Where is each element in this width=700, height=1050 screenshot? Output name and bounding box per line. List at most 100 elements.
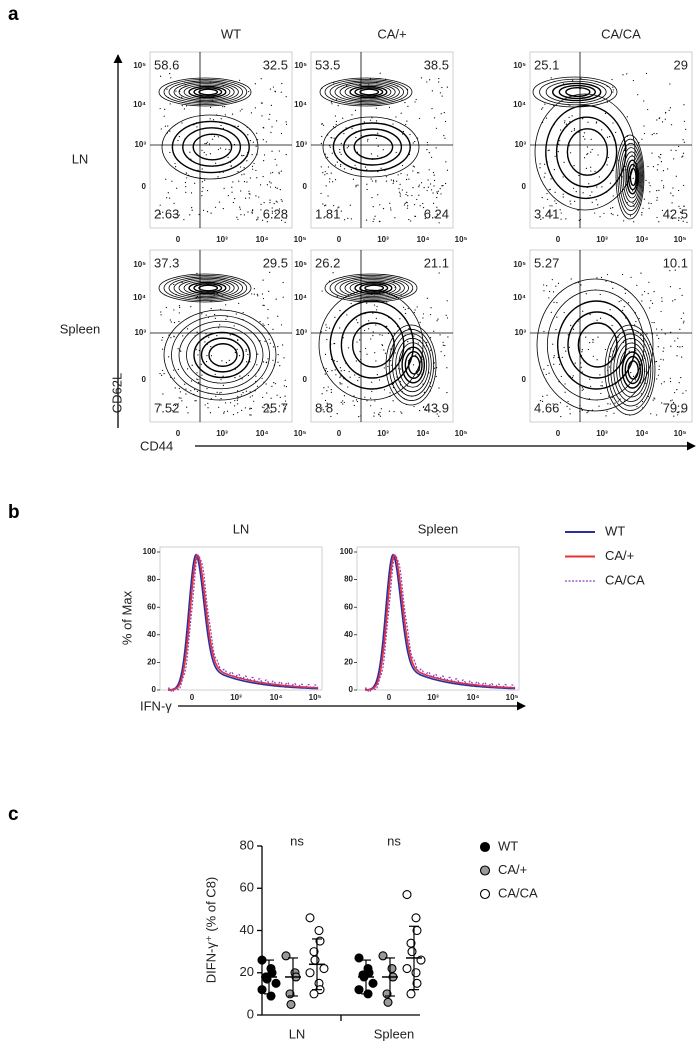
x-tick-label: 10⁵: [309, 693, 322, 702]
event-dot: [267, 317, 269, 319]
event-dot: [589, 342, 591, 344]
event-dot: [346, 85, 348, 87]
event-dot: [559, 140, 561, 142]
event-dot: [565, 350, 567, 352]
event-dot: [649, 185, 651, 187]
event-dot: [553, 357, 555, 359]
event-dot: [656, 119, 658, 121]
event-dot: [370, 153, 373, 155]
event-dot: [429, 183, 432, 185]
event-dot: [167, 125, 169, 127]
contour-group: [158, 73, 288, 223]
event-dot: [565, 123, 567, 125]
y-tick-label: 0: [152, 685, 157, 694]
event-dot: [356, 400, 358, 403]
event-dot: [571, 115, 573, 117]
event-dot: [261, 293, 264, 295]
event-dot: [217, 136, 219, 138]
event-dot: [177, 139, 179, 142]
quadrant-value: 42.5: [663, 206, 688, 221]
event-dot: [443, 112, 445, 114]
event-dot: [364, 396, 366, 398]
event-dot: [396, 180, 398, 182]
contour-line: [364, 284, 385, 292]
event-dot: [341, 383, 343, 385]
data-point: [368, 978, 378, 988]
event-dot: [248, 192, 250, 195]
event-dot: [382, 149, 384, 151]
event-dot: [668, 109, 670, 111]
contour-line: [192, 133, 233, 161]
event-dot: [585, 167, 588, 170]
event-dot: [661, 297, 663, 299]
event-dot: [581, 371, 583, 373]
event-dot: [266, 405, 269, 407]
event-dot: [643, 132, 646, 135]
event-dot: [676, 355, 678, 357]
event-dot: [406, 207, 409, 209]
event-dot: [426, 189, 428, 192]
event-dot: [544, 172, 546, 174]
event-dot: [654, 398, 656, 400]
event-dot: [681, 345, 683, 348]
column-header: CA/+: [377, 26, 406, 41]
event-dot: [375, 324, 377, 326]
event-dot: [564, 383, 566, 385]
event-dot: [643, 290, 646, 293]
event-dot: [160, 374, 163, 377]
event-dot: [234, 400, 236, 402]
event-dot: [439, 92, 442, 94]
event-dot: [580, 407, 583, 409]
event-dot: [201, 313, 203, 315]
event-dot: [205, 333, 207, 335]
event-dot: [247, 353, 249, 356]
contour-line: [349, 280, 397, 296]
event-dot: [592, 355, 594, 357]
event-dot: [405, 178, 408, 181]
event-dot: [284, 408, 287, 410]
quadrant-value: 6.24: [424, 206, 449, 221]
event-dot: [559, 402, 562, 404]
event-dot: [368, 320, 370, 322]
event-dot: [546, 192, 548, 195]
event-dot: [169, 103, 171, 105]
event-dot: [165, 306, 167, 309]
event-dot: [238, 180, 240, 182]
event-dot: [355, 186, 357, 188]
event-dot: [395, 151, 397, 154]
event-dot: [390, 179, 392, 181]
event-dot: [664, 333, 666, 335]
event-dot: [543, 284, 545, 286]
histogram-curve: [167, 554, 319, 693]
event-dot: [596, 186, 598, 188]
event-dot: [208, 143, 211, 145]
contour-group: [318, 272, 449, 418]
event-dot: [374, 215, 376, 217]
event-dot: [683, 205, 685, 207]
event-dot: [247, 134, 249, 136]
event-dot: [626, 73, 628, 75]
event-dot: [238, 302, 240, 304]
event-dot: [569, 413, 571, 415]
event-dot: [663, 347, 665, 349]
event-dot: [632, 202, 634, 204]
event-dot: [413, 166, 415, 168]
event-dot: [553, 363, 555, 365]
event-dot: [586, 412, 588, 414]
event-dot: [607, 156, 610, 159]
event-dot: [412, 170, 414, 172]
event-dot: [405, 193, 407, 196]
event-dot: [541, 197, 543, 199]
event-dot: [228, 359, 230, 361]
event-dot: [550, 77, 552, 79]
event-dot: [268, 118, 270, 120]
data-point: [309, 989, 319, 999]
event-dot: [444, 120, 447, 123]
event-dot: [264, 340, 266, 343]
event-dot: [281, 200, 283, 202]
event-dot: [603, 212, 605, 214]
event-dot: [174, 162, 176, 165]
event-dot: [262, 304, 264, 306]
event-dot: [326, 402, 328, 404]
event-dot: [641, 400, 644, 403]
